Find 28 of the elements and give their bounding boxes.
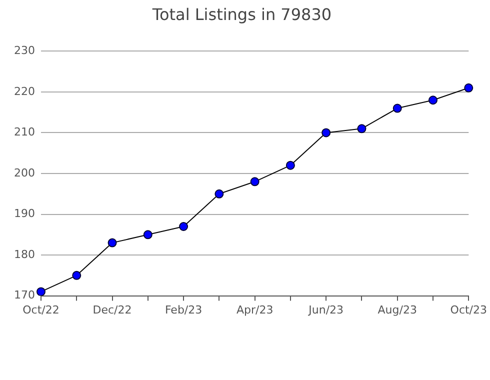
point (286, 160, 295, 170)
point (250, 177, 260, 186)
point (214, 189, 224, 198)
y-tick-label: 190 (14, 207, 35, 220)
y-tick-label: 230 (14, 44, 35, 58)
point (464, 83, 474, 92)
point (179, 222, 188, 231)
point (72, 270, 82, 280)
x-tick-label: Aug/23 (378, 303, 417, 316)
x-tick-label: Apr/23 (236, 303, 274, 316)
x-tick-label: Oct/23 (450, 303, 488, 316)
y-tick-label: 220 (14, 84, 35, 98)
y-tick-label: 170 (14, 288, 35, 302)
point (392, 104, 402, 113)
x-tick-label: Feb/23 (164, 303, 202, 316)
y-tick-label: 210 (14, 126, 35, 139)
y-tick-label: 200 (14, 166, 35, 180)
point (36, 287, 46, 296)
x-tick-label: Oct/22 (22, 303, 60, 316)
x-tick-label: Jun/23 (308, 303, 344, 316)
point (428, 96, 438, 105)
x-tick-label: Dec/22 (92, 303, 132, 316)
y-tick-label: 180 (14, 248, 35, 261)
point (143, 230, 152, 240)
chart-title: Total Listings in 79830 (151, 4, 332, 24)
point (108, 238, 117, 248)
point (322, 128, 331, 138)
point (357, 124, 366, 134)
